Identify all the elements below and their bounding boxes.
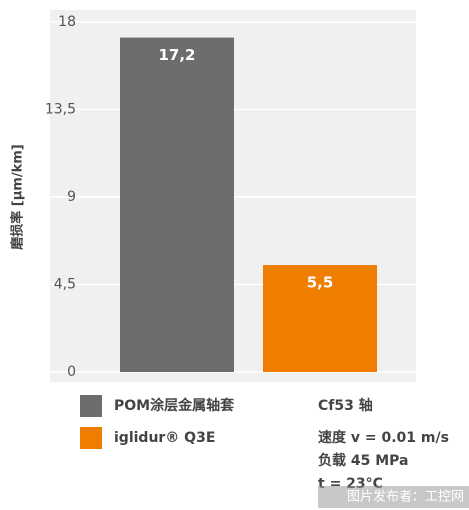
watermark: 图片发布者：工控网 [347, 489, 464, 505]
y-tick-label: 0 [67, 364, 76, 380]
value-label: 5,5 [307, 274, 334, 292]
watermark-background [318, 486, 469, 508]
annotation: 负载 45 MPa [318, 452, 409, 469]
y-axis-label: 磨损率 [µm/km] [10, 144, 26, 249]
legend-swatch [80, 395, 102, 417]
y-tick-label: 9 [67, 189, 76, 205]
legend-swatch [80, 427, 102, 449]
legend-label: POM涂层金属轴套 [114, 397, 234, 414]
y-tick-label: 13,5 [45, 102, 76, 118]
y-tick-label: 4,5 [54, 277, 76, 293]
bar [120, 37, 234, 373]
legend-label: iglidur® Q3E [114, 430, 215, 446]
bar [263, 265, 377, 372]
annotation: 速度 v = 0.01 m/s [318, 429, 449, 446]
y-tick-label: 18 [58, 14, 76, 30]
annotation: Cf53 轴 [318, 397, 373, 414]
value-label: 17,2 [158, 46, 195, 64]
